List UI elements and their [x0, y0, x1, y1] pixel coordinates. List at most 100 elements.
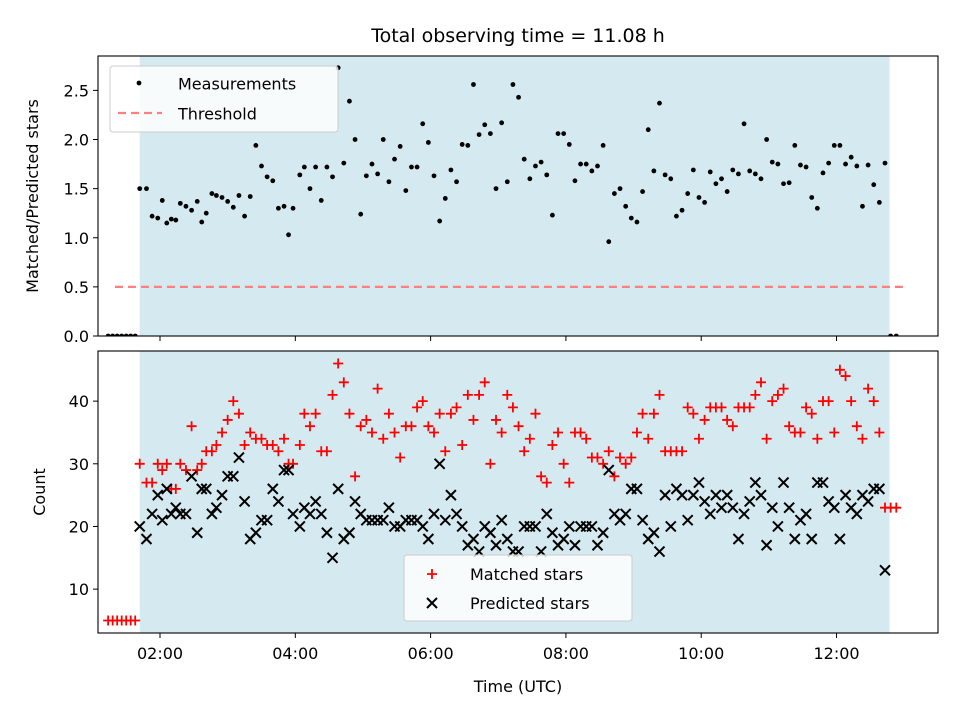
predicted-star-point — [659, 489, 671, 501]
matched-star-point — [267, 440, 278, 450]
measurement-point — [471, 82, 476, 87]
matched-star-point — [239, 440, 250, 450]
legend-measurements-marker — [136, 80, 142, 86]
measurement-point — [403, 188, 409, 193]
matched-star-point — [321, 446, 332, 457]
predicted-star-point — [541, 508, 553, 520]
legend-predicted-label: Predicted stars — [470, 594, 590, 613]
predicted-star-point — [636, 514, 649, 526]
predicted-star-point — [546, 527, 559, 539]
predicted-star-point — [422, 533, 435, 545]
predicted-star-point — [603, 464, 615, 476]
measurement-point — [837, 143, 843, 148]
matched-star-point — [648, 408, 659, 419]
matched-star-point — [874, 427, 885, 438]
xlabel: Time (UTC) — [473, 677, 562, 696]
measurement-point — [623, 203, 629, 209]
predicted-star-point — [445, 489, 457, 501]
matched-star-point — [211, 440, 222, 450]
measurement-point — [414, 164, 420, 170]
matched-star-point — [350, 471, 361, 482]
legend-predicted-marker — [426, 597, 438, 609]
predicted-star-point — [490, 539, 502, 551]
predicted-star-point — [563, 520, 576, 533]
predicted-star-point — [282, 464, 295, 476]
predicted-star-point — [851, 508, 863, 520]
predicted-star-point — [619, 508, 632, 520]
measurement-point — [363, 173, 369, 179]
measurement-point — [882, 160, 888, 166]
matched-star-point — [434, 408, 445, 419]
measurement-point — [674, 213, 679, 219]
matched-star-point — [299, 408, 310, 419]
measurement-point — [724, 189, 730, 194]
measurement-point — [155, 215, 161, 221]
matched-star-point — [851, 421, 862, 432]
matched-star-point — [395, 452, 406, 463]
predicted-star-point — [185, 470, 198, 483]
matched-star-point — [801, 402, 812, 413]
predicted-star-point — [233, 451, 245, 464]
measurement-point — [380, 137, 386, 142]
measurement-point — [301, 164, 307, 170]
measurement-point — [657, 100, 662, 106]
predicted-star-point — [721, 489, 733, 501]
matched-star-point — [603, 446, 614, 457]
matched-star-point — [834, 364, 845, 375]
predicted-star-point — [648, 527, 660, 539]
predicted-star-point — [294, 520, 306, 533]
measurement-point — [640, 189, 645, 194]
measurement-point — [527, 176, 533, 182]
measurement-point — [431, 173, 437, 179]
measurement-point — [854, 163, 860, 169]
measurement-point — [516, 94, 521, 100]
xtick-label: 02:00 — [137, 644, 183, 663]
matched-star-point — [507, 402, 518, 413]
predicted-star-point — [267, 483, 279, 495]
measurement-point — [290, 205, 296, 211]
measurement-point — [159, 198, 165, 203]
measurement-point — [589, 168, 595, 174]
matched-star-point — [294, 440, 305, 450]
matched-star-point — [558, 458, 569, 469]
matched-star-point — [304, 421, 315, 432]
measurement-point — [696, 195, 702, 200]
measurement-point — [798, 162, 803, 168]
matched-star-point — [541, 477, 552, 488]
measurement-point — [662, 172, 668, 178]
matched-star-point — [519, 446, 530, 457]
matched-star-point — [761, 433, 772, 444]
matched-star-point — [457, 440, 468, 450]
predicted-star-point — [227, 470, 240, 483]
matched-star-point — [233, 408, 244, 419]
predicted-star-point — [681, 514, 694, 526]
measurement-point — [465, 143, 471, 148]
bottom-ytick-label: 10 — [69, 580, 89, 599]
predicted-star-point — [698, 495, 711, 508]
matched-star-point — [192, 465, 203, 476]
matched-star-point — [479, 377, 490, 388]
matched-star-point — [134, 458, 145, 469]
top-legend-box — [109, 65, 339, 133]
predicted-star-point — [738, 508, 750, 520]
measurement-point — [758, 176, 764, 182]
measurement-point — [137, 186, 143, 192]
measurement-point — [544, 172, 550, 178]
predicted-star-point — [467, 533, 480, 545]
measurement-point — [247, 194, 253, 199]
xtick-label: 12:00 — [813, 644, 859, 663]
measurement-point — [555, 131, 561, 137]
matched-star-point — [722, 414, 733, 425]
predicted-star-point — [501, 533, 513, 545]
measurement-point — [209, 191, 215, 196]
matched-star-point — [547, 440, 558, 450]
matched-star-point — [196, 458, 207, 469]
measurement-point — [595, 163, 600, 169]
predicted-star-point — [569, 539, 581, 551]
measurement-point — [809, 195, 815, 200]
predicted-star-point — [216, 489, 228, 501]
matched-star-point — [228, 396, 239, 407]
measurement-point — [213, 193, 219, 198]
measurement-point — [286, 232, 291, 238]
measurement-point — [386, 179, 392, 185]
